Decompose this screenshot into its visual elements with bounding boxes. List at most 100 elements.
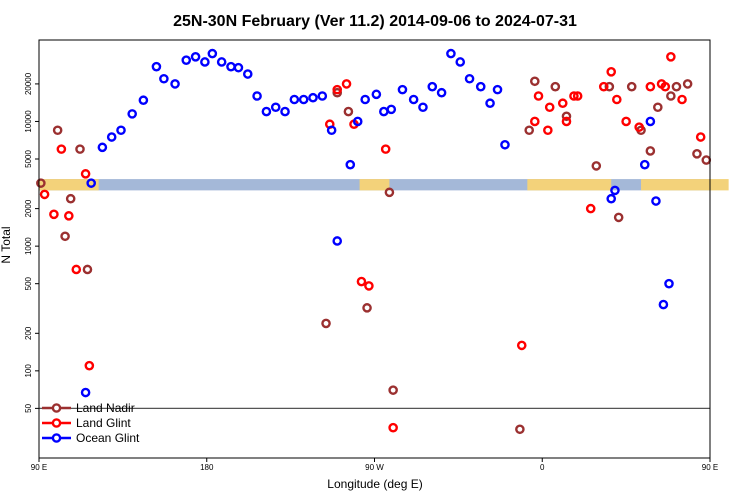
- land-nadir-point: [550, 81, 561, 92]
- y-tick-label: 1000: [24, 237, 33, 255]
- land-glint-point: [585, 203, 596, 214]
- ocean-glint-point: [485, 98, 495, 109]
- axes: 90 E 180 90 W 0 90 E 50 100 200 500 1000 2000 5000 1…: [24, 72, 718, 472]
- y-tick-label: 50: [24, 403, 33, 412]
- ocean-glint-point: [289, 94, 300, 105]
- y-tick-label: 5000: [24, 150, 33, 168]
- ocean-glint-point: [418, 102, 428, 113]
- ocean-glint-point: [226, 61, 236, 72]
- ocean-glint-point: [170, 79, 180, 89]
- land-glint-point: [388, 422, 398, 433]
- y-axis-label: N Total: [0, 226, 13, 263]
- ocean-glint-point: [86, 178, 96, 188]
- land-glint-point: [84, 360, 95, 371]
- legend-marker-land-glint: [51, 418, 62, 428]
- ocean-glint-point: [181, 55, 192, 65]
- ocean-glint-point: [345, 159, 356, 170]
- land-glint-point: [598, 81, 609, 92]
- x-tick-label: 90 E: [702, 463, 718, 472]
- land-glint-point: [561, 116, 572, 127]
- y-tick-label: 500: [24, 276, 33, 290]
- ocean-glint-point: [233, 62, 244, 73]
- land-band-segment: [641, 179, 729, 191]
- ocean-glint-point: [138, 95, 149, 106]
- land-nadir-point: [645, 146, 656, 156]
- land-glint-point: [677, 94, 687, 105]
- land-nadir-point: [75, 144, 85, 154]
- land-glint-point: [569, 91, 579, 101]
- ocean-glint-point: [308, 92, 318, 103]
- land-glint-point: [64, 211, 74, 221]
- y-tick-label: 2000: [24, 199, 33, 217]
- land-nadir-point: [604, 81, 615, 92]
- ocean-glint-point: [97, 142, 108, 153]
- ocean-glint-point: [464, 73, 475, 84]
- land-glint-point: [621, 116, 631, 127]
- x-tick-label: 90 W: [365, 463, 384, 472]
- land-glint-point: [634, 122, 644, 132]
- land-nadir-point: [666, 91, 676, 101]
- ocean-glint-point: [436, 87, 447, 98]
- land-nadir-point: [384, 187, 395, 198]
- ocean-glint-point: [116, 125, 126, 136]
- ocean-glint-point: [408, 94, 419, 105]
- land-nadir-point: [65, 193, 76, 204]
- land-nadir-point: [321, 318, 331, 329]
- ocean-glint-point: [151, 61, 162, 72]
- ocean-glint-point: [190, 51, 201, 62]
- ocean-glint-point: [645, 116, 656, 127]
- land-glint-point: [543, 125, 553, 136]
- land-glint-point: [341, 79, 352, 89]
- ocean-glint-point: [386, 104, 397, 115]
- chart-title: 25N-30N February (Ver 11.2) 2014-09-06 t…: [173, 13, 577, 30]
- land-glint-point: [364, 281, 374, 291]
- land-glint-point: [544, 102, 555, 113]
- y-tick-label: 200: [24, 326, 33, 340]
- land-nadir-point: [591, 161, 602, 171]
- land-glint-point: [529, 116, 540, 127]
- ocean-glint-point: [326, 125, 337, 136]
- land-glint-point: [606, 67, 617, 77]
- land-glint-point: [695, 132, 706, 142]
- ocean-glint-point: [475, 81, 486, 92]
- land-glint-point: [80, 169, 91, 179]
- ocean-glint-point: [242, 69, 253, 79]
- land-nadir-point: [682, 79, 693, 89]
- ocean-glint-point: [658, 299, 669, 310]
- land-nadir-point: [671, 81, 682, 92]
- land-glint-point: [39, 189, 50, 200]
- ocean-glint-point: [80, 387, 91, 398]
- land-glint-point: [612, 94, 622, 105]
- ocean-glint-point: [397, 84, 408, 95]
- land-band-segment: [39, 179, 99, 191]
- ocean-glint-point: [159, 73, 169, 84]
- land-glint-point: [56, 144, 67, 154]
- land-band-segment: [359, 179, 390, 191]
- ocean-glint-point: [500, 139, 510, 150]
- ocean-glint-point: [280, 106, 290, 117]
- ocean-glint-point: [106, 132, 117, 142]
- ocean-glint-point: [127, 109, 137, 119]
- ocean-glint-point: [298, 94, 309, 105]
- ocean-glint-point: [252, 91, 262, 101]
- land-glint-point: [572, 91, 583, 101]
- legend-marker-ocean-glint: [51, 433, 62, 443]
- ocean-glint-point: [371, 89, 382, 100]
- ocean-glint-point: [216, 57, 227, 67]
- land-band-segment: [527, 179, 612, 191]
- ocean-glint-point: [427, 81, 438, 92]
- land-nadir-point: [60, 231, 70, 242]
- ocean-glint-point: [317, 91, 328, 101]
- plot-frame: [38, 39, 711, 459]
- ocean-glint-point: [610, 185, 620, 196]
- legend-label-land-glint: Land Glint: [76, 416, 131, 430]
- y-tick-label: 10000: [24, 110, 33, 133]
- legend-marker-land-nadir: [51, 403, 62, 413]
- ocean-glint-point: [200, 57, 210, 67]
- x-tick-label: 0: [540, 463, 545, 472]
- y-tick-label: 20000: [24, 72, 33, 95]
- ocean-glint-point: [352, 116, 363, 127]
- land-nadir-point: [36, 178, 46, 188]
